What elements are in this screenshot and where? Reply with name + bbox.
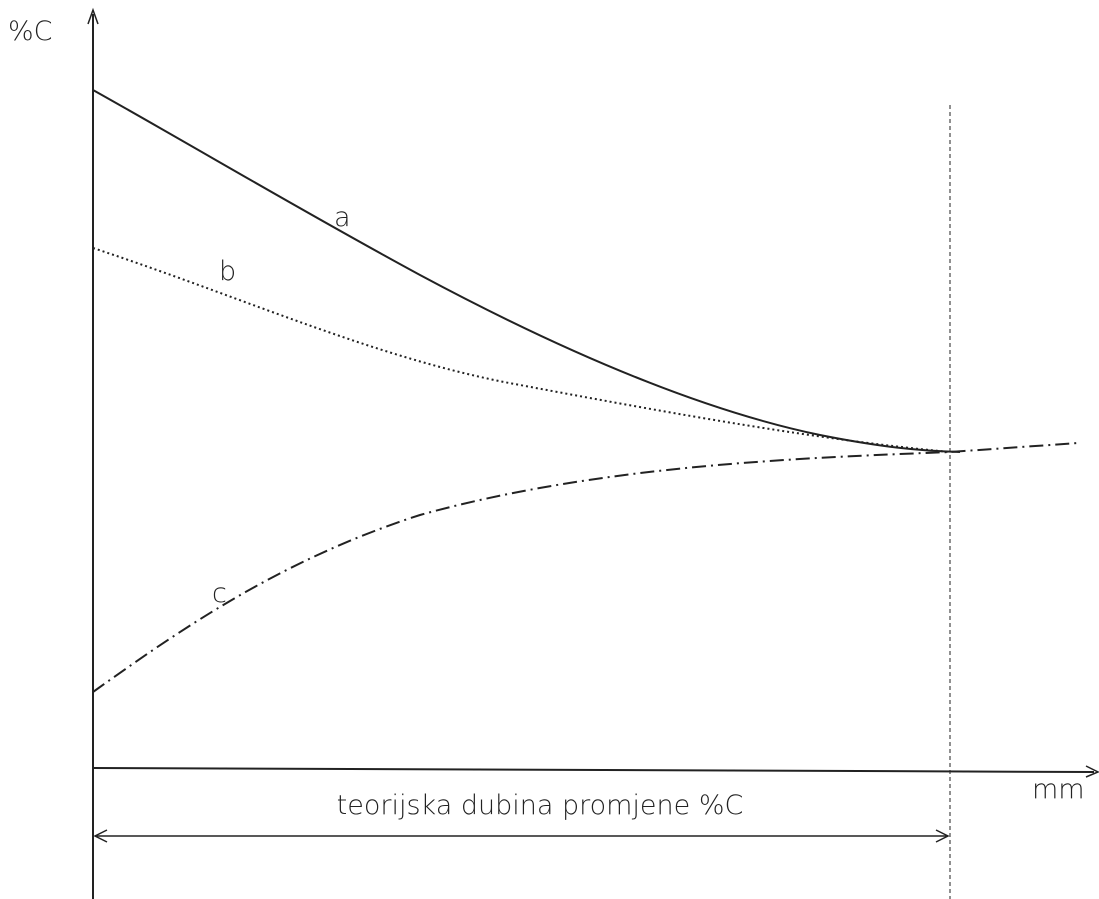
y-axis-label: %C <box>8 16 53 47</box>
curve-c <box>92 442 1079 693</box>
curve-label: c <box>212 578 227 609</box>
dimension-label: teorijska dubina promjene %C <box>337 790 744 821</box>
curve-label: a <box>334 202 351 233</box>
x-axis-label: mm <box>1032 774 1085 805</box>
x-axis <box>92 767 1095 773</box>
dimension-arrow-right <box>935 829 950 843</box>
x-axis-arrow <box>1085 765 1099 778</box>
curve-a <box>92 89 961 453</box>
curve-label: b <box>219 256 236 287</box>
dimension-arrow-left <box>93 829 108 843</box>
y-axis-arrow <box>87 7 99 25</box>
